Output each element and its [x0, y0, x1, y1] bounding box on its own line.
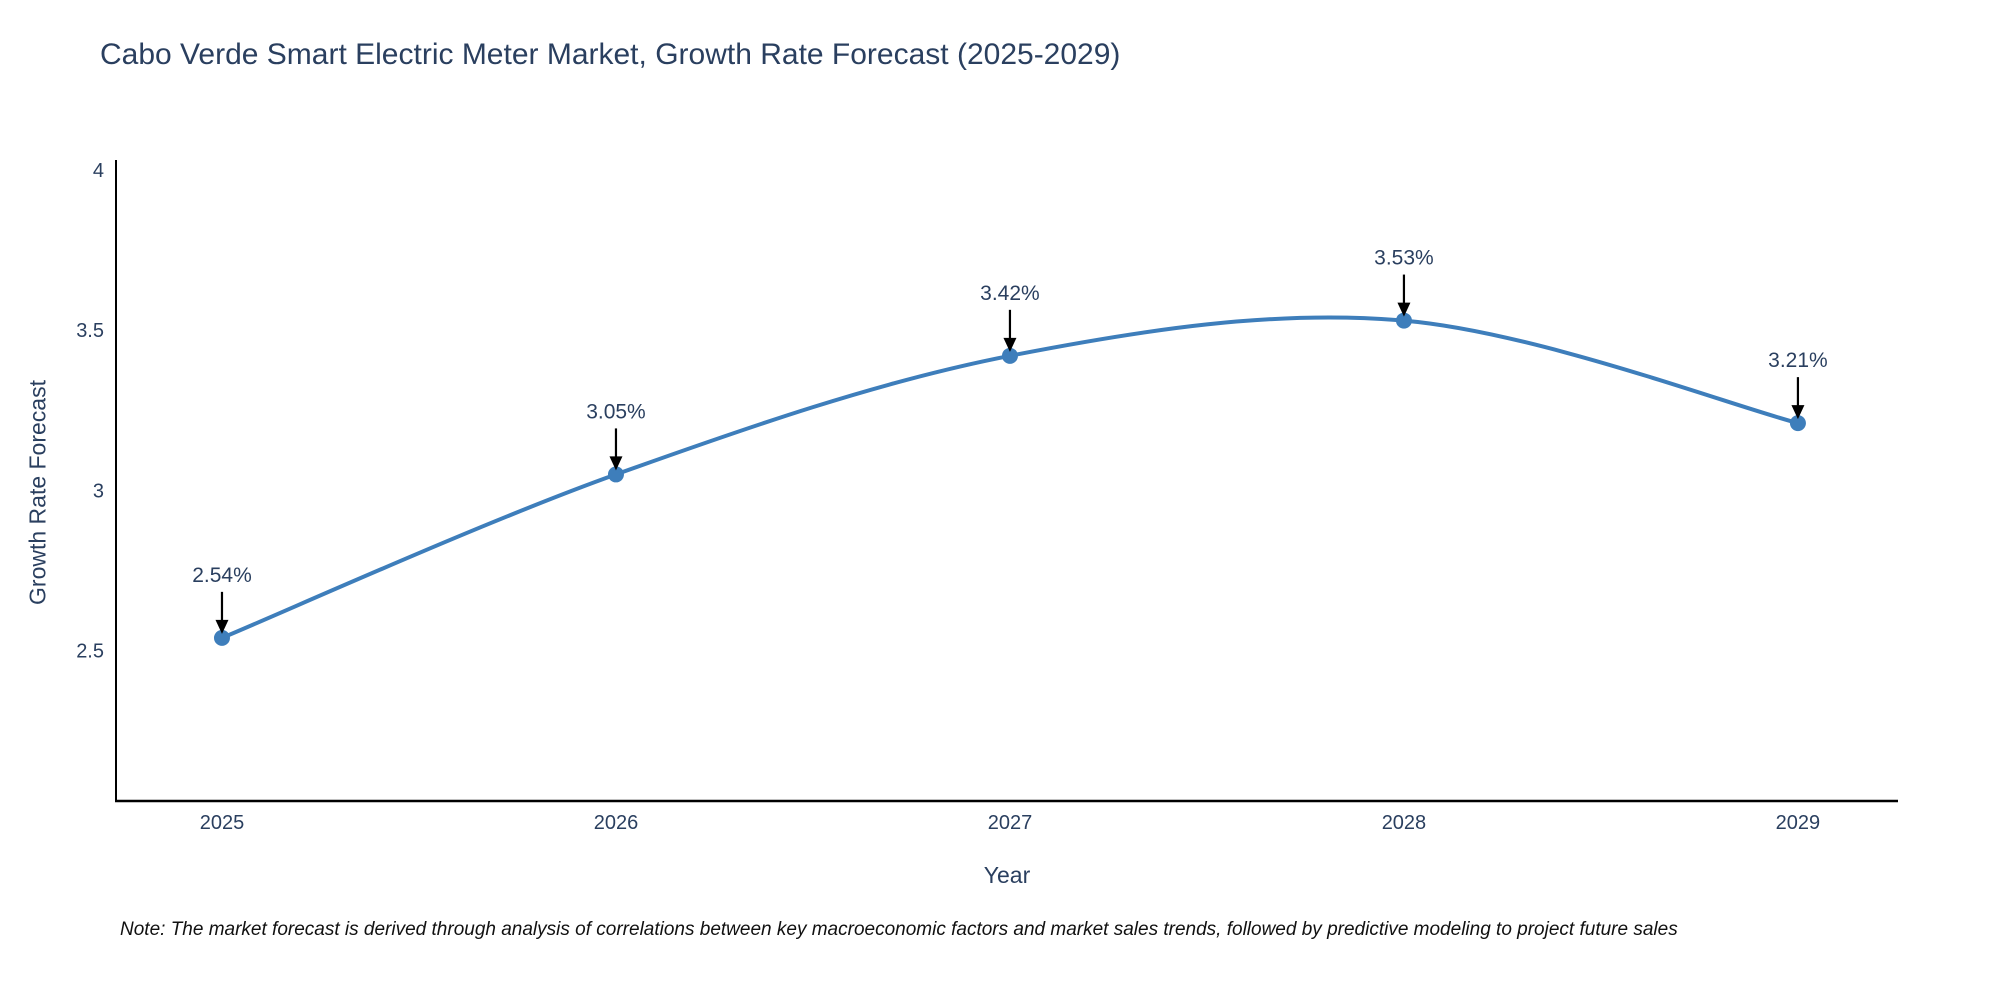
- data-point-marker: [607, 466, 624, 483]
- x-tick-label: 2028: [1382, 812, 1427, 834]
- y-tick-label: 3: [93, 480, 104, 502]
- data-point-marker: [1789, 415, 1806, 432]
- data-point-label: 3.42%: [980, 282, 1040, 305]
- series-line: [220, 315, 1800, 640]
- y-tick-label: 2.5: [76, 641, 104, 663]
- chart-title: Cabo Verde Smart Electric Meter Market, …: [100, 38, 1121, 71]
- data-point-label: 3.05%: [586, 400, 646, 423]
- annotation-arrowhead-icon: [609, 456, 623, 471]
- data-point-marker: [213, 629, 230, 646]
- x-tick-label: 2026: [594, 812, 639, 834]
- data-point-label: 3.21%: [1768, 349, 1828, 372]
- x-tick-label: 2025: [200, 812, 245, 834]
- data-point-marker: [1001, 347, 1018, 364]
- y-tick-label: 3.5: [76, 320, 104, 342]
- annotation-arrowhead-icon: [1003, 337, 1017, 352]
- chart-footnote: Note: The market forecast is derived thr…: [120, 919, 1678, 940]
- x-tick-label: 2027: [988, 812, 1033, 834]
- annotation-arrowhead-icon: [215, 619, 229, 634]
- data-point-label: 2.54%: [192, 564, 252, 587]
- y-tick-label: 4: [93, 160, 104, 182]
- x-tick-label: 2029: [1776, 812, 1821, 834]
- x-axis-title: Year: [983, 862, 1031, 888]
- data-point-marker: [1395, 312, 1412, 329]
- data-point-label: 3.53%: [1374, 247, 1434, 270]
- annotation-arrowhead-icon: [1397, 302, 1411, 317]
- annotation-arrowhead-icon: [1791, 405, 1805, 420]
